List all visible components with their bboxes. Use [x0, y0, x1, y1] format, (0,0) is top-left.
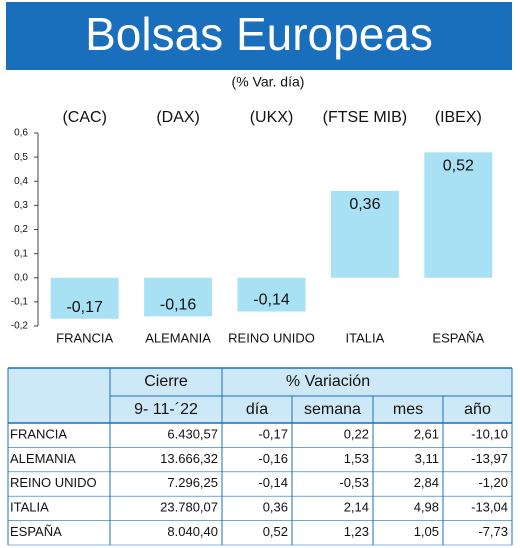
- table-header-cell: Cierre: [144, 373, 188, 390]
- chart-subtitle: (% Var. día): [232, 74, 305, 90]
- table-cell: ALEMANIA: [10, 451, 76, 466]
- table-cell: -7,73: [478, 524, 508, 539]
- table-cell: ITALIA: [10, 500, 49, 515]
- table-cell: FRANCIA: [10, 426, 67, 441]
- bar: [144, 277, 213, 317]
- index-label: (UKX): [250, 109, 294, 126]
- y-tick-label: 0,6: [14, 128, 28, 139]
- table-cell: -13,04: [471, 500, 508, 515]
- y-tick-label: -0,1: [11, 297, 29, 308]
- table-cell: 1,05: [414, 524, 439, 539]
- index-label: (IBEX): [435, 109, 482, 126]
- x-tick-label: ALEMANIA: [145, 330, 211, 345]
- value-label: -0,17: [66, 299, 103, 316]
- index-label: (DAX): [156, 109, 200, 126]
- table-cell: -0,53: [339, 475, 369, 490]
- value-label: -0,14: [253, 292, 290, 309]
- table-cell: 1,53: [344, 451, 369, 466]
- table-cell: 7.296,25: [167, 475, 218, 490]
- table-cell: 0,52: [263, 524, 288, 539]
- y-tick-label: 0,2: [14, 224, 28, 235]
- table-cell: 4,98: [414, 500, 439, 515]
- bar: [237, 277, 306, 312]
- table-cell: 23.780,07: [160, 500, 218, 515]
- x-tick-label: REINO UNIDO: [228, 330, 315, 345]
- bar: [424, 152, 493, 278]
- table-cell: 8.040,40: [167, 524, 218, 539]
- bar: [330, 190, 399, 278]
- y-tick-label: 0,0: [14, 272, 28, 283]
- table-cell: 2,14: [344, 500, 369, 515]
- y-tick-label: 0,3: [14, 200, 28, 211]
- value-label: 0,52: [443, 158, 474, 175]
- y-tick-label: 0,5: [14, 152, 28, 163]
- table-subheader-cell: mes: [393, 401, 423, 418]
- table-cell: 2,61: [414, 426, 439, 441]
- table-header-cell: % Variación: [286, 373, 370, 390]
- table-cell: 3,11: [415, 451, 439, 466]
- title-banner: [6, 2, 512, 70]
- index-label: (FTSE MIB): [323, 109, 407, 126]
- table-cell: 6.430,57: [167, 426, 218, 441]
- table-subheader-cell: año: [464, 401, 491, 418]
- table-cell: -0,14: [258, 475, 288, 490]
- table-cell: 2,84: [414, 475, 439, 490]
- table-cell: -0,16: [258, 451, 288, 466]
- table-cell: 13.666,32: [160, 451, 218, 466]
- value-label: -0,16: [160, 297, 197, 314]
- table-cell: REINO UNIDO: [10, 475, 97, 490]
- table-cell: ESPAÑA: [10, 524, 62, 539]
- table-cell: -0,17: [258, 426, 288, 441]
- table-cell: 0,36: [263, 500, 288, 515]
- table-subheader-cell: 9- 11-´22: [134, 401, 198, 418]
- y-tick-label: 0,4: [14, 176, 28, 187]
- table-cell: -10,10: [471, 426, 508, 441]
- y-tick-label: 0,1: [14, 248, 28, 259]
- table-cell: 1,23: [344, 524, 369, 539]
- table-subheader-cell: semana: [304, 401, 361, 418]
- table-subheader-cell: día: [246, 401, 268, 418]
- x-tick-label: ESPAÑA: [432, 330, 484, 345]
- x-tick-label: ITALIA: [346, 330, 385, 345]
- table-cell: -13,97: [471, 451, 508, 466]
- x-tick-label: FRANCIA: [56, 330, 113, 345]
- index-label: (CAC): [62, 109, 106, 126]
- table-cell: 0,22: [344, 426, 369, 441]
- y-tick-label: -0,2: [11, 321, 29, 332]
- table-cell: -1,20: [478, 475, 508, 490]
- chart-title: Bolsas Europeas: [85, 8, 433, 60]
- bar: [50, 277, 119, 319]
- value-label: 0,36: [349, 196, 380, 213]
